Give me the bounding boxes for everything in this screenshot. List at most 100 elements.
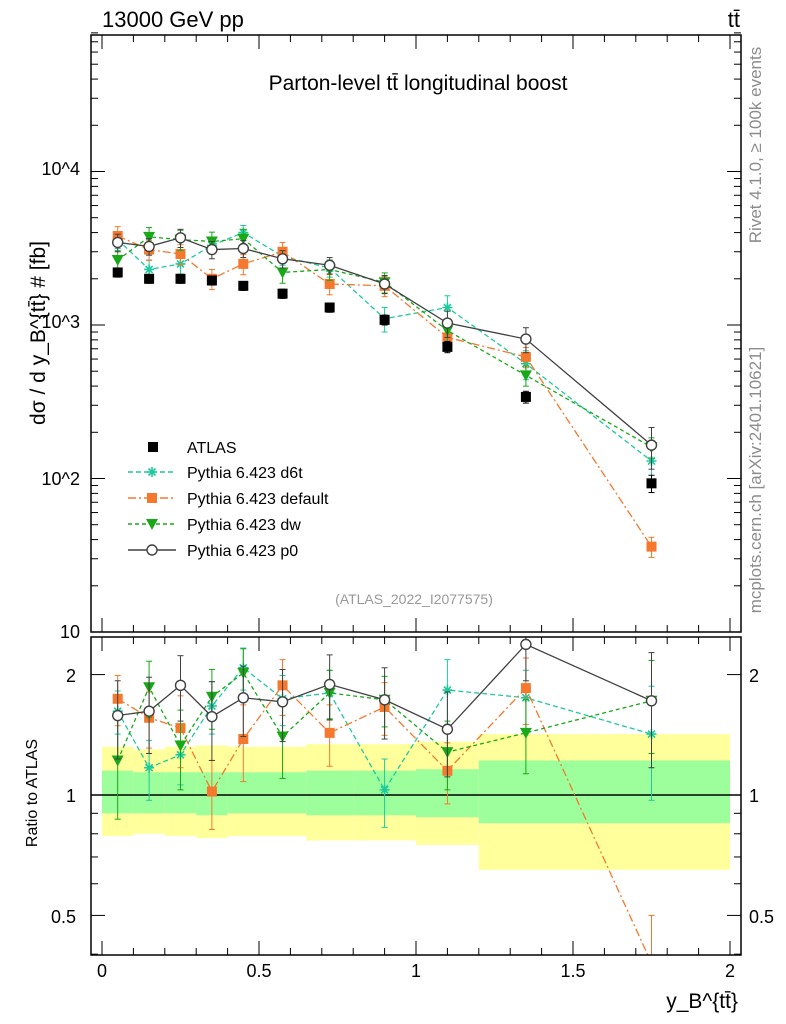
ratio-point-dw [174, 740, 187, 752]
point-dw [519, 370, 532, 382]
ratio-point-default [520, 683, 531, 694]
legend-entry-default: Pythia 6.423 default [128, 491, 329, 508]
ratio-ytick-2-left: 2 [66, 666, 76, 686]
ratio-point-d6t [379, 784, 390, 795]
point-d6t [144, 264, 155, 275]
point-atlas [324, 302, 335, 313]
ytick-label-100: 10^2 [42, 469, 80, 489]
xtick-label-0.5: 0.5 [246, 961, 271, 981]
ratio-ytick-1-right: 1 [749, 786, 759, 806]
point-default [175, 249, 186, 260]
ratio-point-d6t [144, 762, 155, 773]
series-line-dw [117, 236, 652, 448]
ratio-point-dw [111, 755, 124, 767]
main-y-axis-label: dσ / d y_B^{tt̄} # [fb] [27, 241, 50, 425]
ratio-point-default [238, 734, 249, 745]
legend-label-default: Pythia 6.423 default [187, 491, 329, 508]
point-atlas [277, 288, 288, 299]
ratio-series-p0 [111, 637, 658, 778]
process-label: tt̄ [728, 7, 740, 32]
main-title: Parton-level tt̄ longitudinal boost [269, 72, 568, 95]
ratio-point-default [647, 958, 657, 968]
ratio-ytick-2-right: 2 [749, 666, 759, 686]
legend-entry-p0: Pythia 6.423 p0 [128, 543, 298, 560]
point-p0 [206, 243, 218, 256]
legend-entry-dw: Pythia 6.423 dw [128, 517, 301, 534]
point-atlas [379, 314, 390, 325]
point-p0 [237, 242, 250, 255]
point-p0 [645, 439, 658, 451]
ratio-point-p0 [276, 696, 289, 708]
point-p0 [323, 259, 336, 271]
main-panel: Parton-level tt̄ longitudinal boost dσ /… [27, 32, 742, 642]
series-line-d6t [117, 231, 652, 462]
legend-marker-p0 [146, 544, 158, 556]
point-default [646, 541, 657, 552]
ratio-point-default [206, 786, 217, 797]
ratio-plot-area [111, 637, 658, 968]
point-default [520, 351, 531, 362]
ratio-point-d6t [442, 685, 453, 696]
energy-label: 13000 GeV pp [102, 7, 244, 32]
point-dw [276, 267, 289, 279]
ytick-label-10: 10 [60, 622, 80, 642]
point-dw [237, 233, 250, 245]
ratio-point-p0 [520, 638, 532, 651]
ratio-point-default [324, 727, 335, 738]
point-atlas [112, 267, 123, 278]
series-line-p0 [117, 237, 652, 446]
series-atlas [112, 267, 657, 494]
point-p0 [441, 317, 454, 329]
ratio-point-p0 [206, 710, 218, 723]
point-atlas [520, 391, 531, 402]
point-atlas [238, 280, 249, 291]
ratio-y-axis-label: Ratio to ATLAS [24, 739, 41, 847]
ratio-point-p0 [323, 678, 336, 691]
legend-marker-atlas [148, 442, 158, 452]
legend-label-dw: Pythia 6.423 dw [187, 517, 301, 534]
point-p0 [174, 232, 187, 244]
series-dw [111, 227, 658, 459]
ratio-ytick-0.5-left: 0.5 [51, 907, 76, 927]
point-dw [143, 231, 156, 243]
xtick-label-2: 2 [725, 961, 735, 981]
xtick-label-1: 1 [411, 961, 421, 981]
point-p0 [111, 236, 124, 249]
rivet-label: Rivet 4.1.0, ≥ 100k events [746, 47, 765, 243]
ratio-point-p0 [174, 679, 187, 692]
ratio-tick-marks [91, 637, 741, 955]
ratio-uncertainty-bands [102, 734, 730, 870]
ratio-point-p0 [111, 709, 124, 722]
point-atlas [144, 273, 155, 284]
ratio-ytick-0.5-right: 0.5 [749, 907, 774, 927]
point-atlas [442, 341, 453, 352]
ratio-frame [90, 636, 742, 956]
legend-marker-dw [146, 519, 158, 530]
xtick-label-1.5: 1.5 [560, 961, 585, 981]
band-green-bin [306, 770, 354, 816]
mcplots-label: mcplots.cern.ch [arXiv:2401.10621] [746, 347, 765, 613]
point-atlas [646, 478, 657, 489]
legend-marker-d6t [147, 467, 157, 477]
point-atlas [175, 273, 186, 284]
series-p0 [111, 228, 658, 470]
ratio-point-p0 [237, 692, 250, 704]
ytick-label-10000: 10^4 [42, 159, 80, 179]
legend-entry-atlas: ATLAS [148, 440, 237, 457]
legend: ATLAS Pythia 6.423 d6t Pythia 6.423 defa… [128, 440, 329, 560]
ratio-point-dw [519, 727, 532, 739]
ratio-point-p0 [441, 723, 454, 735]
legend-entry-d6t: Pythia 6.423 d6t [128, 465, 303, 482]
point-p0 [520, 333, 532, 345]
point-atlas [206, 275, 217, 286]
main-plot-area [111, 224, 658, 558]
legend-label-p0: Pythia 6.423 p0 [187, 543, 298, 560]
ytick-label-1000: 10^3 [42, 312, 80, 332]
point-p0 [378, 278, 391, 290]
point-d6t [442, 302, 453, 313]
point-p0 [276, 253, 289, 265]
main-tick-marks [91, 32, 741, 633]
main-frame [90, 34, 742, 633]
ratio-point-p0 [645, 695, 658, 707]
